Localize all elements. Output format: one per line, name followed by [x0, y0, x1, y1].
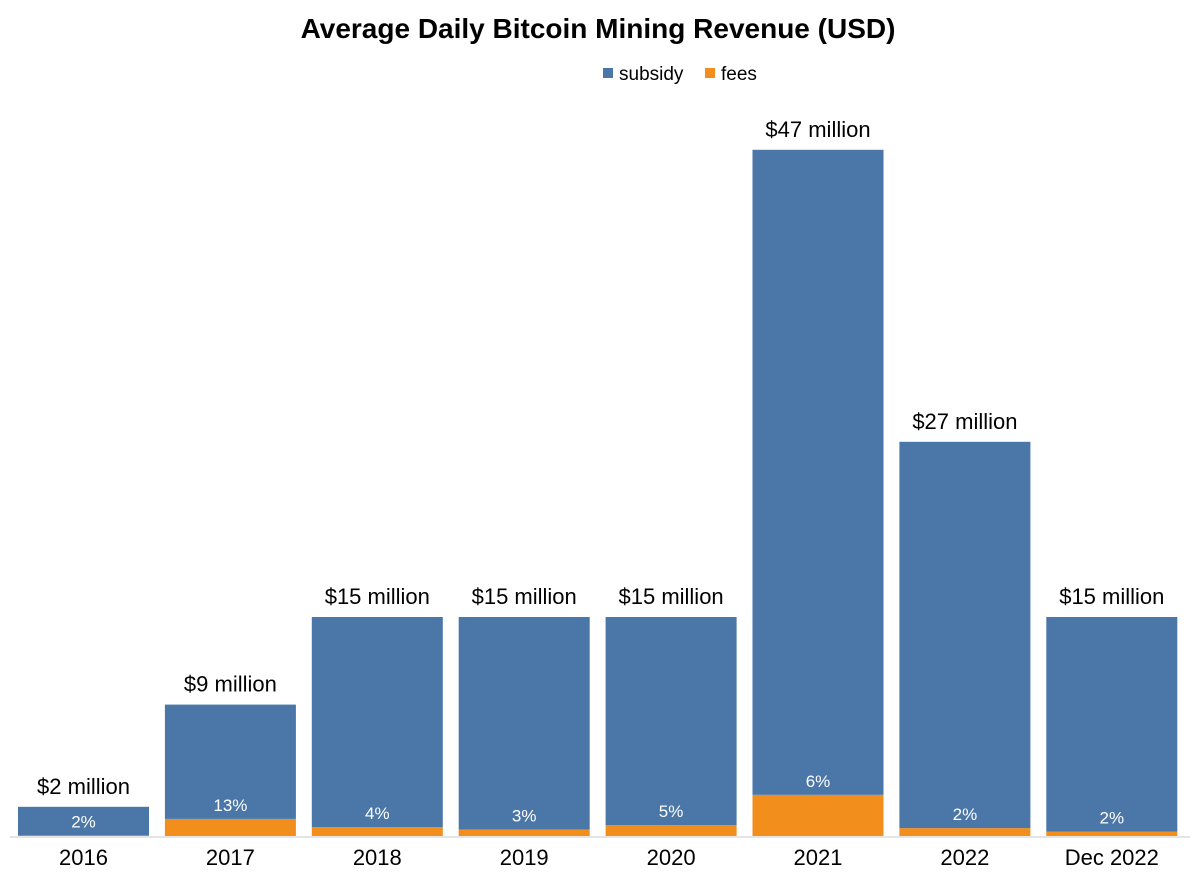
- legend-label-fees: fees: [721, 64, 757, 85]
- fee-share-label: 6%: [806, 772, 831, 791]
- bar-subsidy-Dec 2022: [1046, 617, 1178, 832]
- total-label: $47 million: [765, 117, 870, 142]
- bar-fees-2022: [899, 828, 1031, 836]
- category-label: 2016: [59, 845, 108, 870]
- fee-share-label: 2%: [1100, 809, 1125, 828]
- total-label: $15 million: [1059, 584, 1164, 609]
- bar-fees-2021: [752, 794, 884, 836]
- bar-fees-2016: [18, 835, 149, 836]
- bar-subsidy-2018: [311, 617, 443, 828]
- fee-share-label: 3%: [512, 806, 537, 825]
- total-label: $15 million: [472, 584, 577, 609]
- category-label: 2018: [353, 845, 402, 870]
- bar-subsidy-2019: [458, 617, 590, 830]
- fee-share-label: 4%: [365, 804, 390, 823]
- bar-fees-2017: [164, 818, 296, 836]
- bar-subsidy-2016: [18, 806, 149, 836]
- fee-share-label: 5%: [659, 802, 684, 821]
- bar-subsidy-2017: [164, 704, 296, 819]
- bar-subsidy-2021: [752, 149, 884, 795]
- legend-swatch-subsidy: [603, 68, 613, 78]
- bars: 2% $2 million 2016 13% $9 million 2017 4% $15 m…: [18, 117, 1178, 870]
- bar-fees-Dec 2022: [1046, 831, 1178, 836]
- bar-fees-2020: [605, 825, 737, 836]
- bar-fees-2019: [458, 829, 590, 836]
- bar-subsidy-2022: [899, 441, 1031, 829]
- category-label: Dec 2022: [1065, 845, 1159, 870]
- total-label: $2 million: [37, 774, 130, 799]
- category-label: 2019: [500, 845, 549, 870]
- legend: subsidy fees: [603, 64, 757, 85]
- total-label: $15 million: [619, 584, 724, 609]
- bar-fees-2018: [311, 827, 443, 836]
- bar-subsidy-2020: [605, 617, 737, 826]
- fee-share-label: 2%: [953, 805, 978, 824]
- total-label: $27 million: [912, 409, 1017, 434]
- category-label: 2021: [794, 845, 843, 870]
- category-label: 2020: [647, 845, 696, 870]
- category-label: 2022: [940, 845, 989, 870]
- chart-title: Average Daily Bitcoin Mining Revenue (US…: [301, 13, 896, 44]
- total-label: $9 million: [184, 672, 277, 697]
- category-label: 2017: [206, 845, 255, 870]
- total-label: $15 million: [325, 584, 430, 609]
- fee-share-label: 2%: [71, 812, 96, 831]
- fee-share-label: 13%: [213, 796, 247, 815]
- legend-swatch-fees: [705, 68, 715, 78]
- legend-label-subsidy: subsidy: [619, 64, 684, 85]
